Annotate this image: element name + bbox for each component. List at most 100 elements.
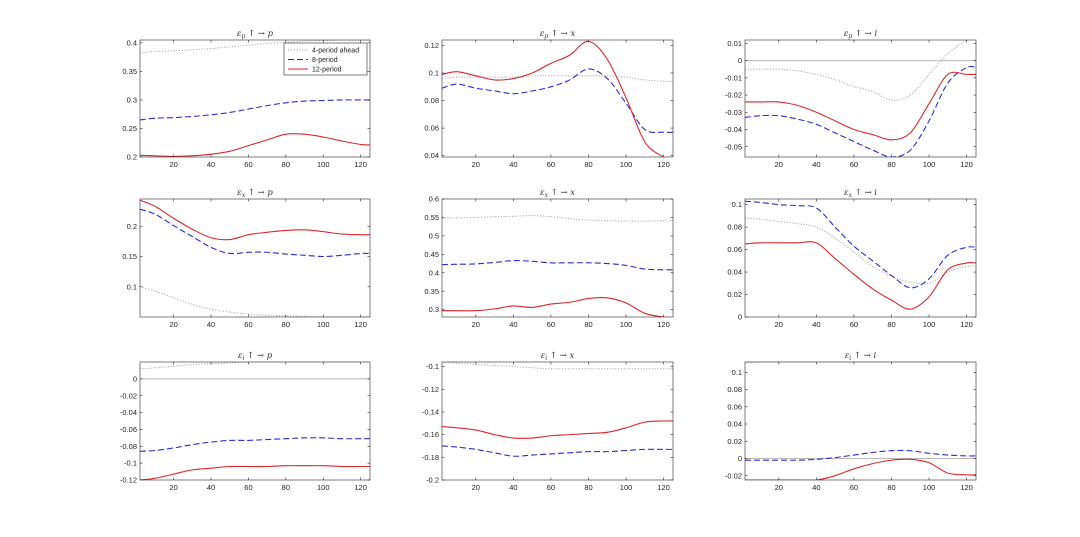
y-tick-label: 0.1: [732, 368, 742, 377]
axes-box: [441, 361, 674, 481]
y-tick-label: 0.2: [127, 153, 137, 162]
series-line-4-period-ahead: [140, 40, 370, 54]
x-tick-label: 80: [887, 160, 895, 169]
axes-box: [441, 39, 674, 158]
series-line-4-period-ahead: [745, 40, 968, 101]
x-tick-label: 60: [244, 160, 252, 169]
x-tick-label: 80: [282, 320, 290, 329]
series-line-12-period: [442, 420, 673, 439]
series-line-4-period-ahead: [442, 75, 673, 82]
x-tick-label: 20: [472, 160, 480, 169]
series-line-12-period: [745, 458, 976, 480]
y-tick-label: 0.06: [727, 245, 742, 254]
series-line-8-period: [140, 99, 370, 121]
panel-p1: εp ↑ → p 20 40 60 80 100 120 0.2 0.25 0.3 0.35 0.4 4…: [122, 29, 371, 169]
legend-entry: 4-period ahead: [312, 48, 359, 55]
x-tick-label: 120: [960, 160, 973, 169]
panel-title: εi ↑ → i: [845, 351, 877, 362]
axes-box: [139, 361, 371, 481]
y-tick-label: -0.12: [120, 476, 137, 485]
panel-p5: εx ↑ → x 20 40 60 80 100 120 0.3 0.35 0.4 0.45 0.5 0…: [424, 188, 674, 329]
x-tick-label: 40: [207, 160, 215, 169]
y-tick-label: 0.4: [127, 38, 137, 47]
panel-title: εp ↑ → p: [237, 29, 274, 40]
y-tick-label: -0.02: [725, 471, 742, 480]
x-tick-label: 100: [923, 320, 936, 329]
x-tick-label: 40: [509, 483, 517, 492]
panel-title: εp ↑ → i: [844, 29, 878, 40]
y-tick-label: 0.08: [727, 223, 742, 232]
x-tick-label: 100: [620, 483, 633, 492]
y-tick-label: 0.1: [429, 69, 439, 78]
y-tick-label: -0.08: [120, 442, 137, 451]
x-tick-label: 20: [775, 483, 783, 492]
series-line-4-period-ahead: [140, 362, 370, 370]
x-tick-label: 60: [547, 483, 555, 492]
x-tick-label: 40: [207, 320, 215, 329]
x-tick-label: 20: [169, 320, 177, 329]
x-tick-label: 80: [282, 483, 290, 492]
series-line-12-period: [140, 465, 370, 480]
y-tick-label: -0.14: [422, 408, 439, 417]
x-tick-label: 60: [244, 483, 252, 492]
y-tick-label: -0.04: [120, 408, 137, 417]
y-tick-label: -0.1: [426, 362, 439, 371]
y-tick-label: 0.1: [732, 200, 742, 209]
panel-title: εx ↑ → i: [844, 188, 877, 199]
legend-entry: 12-period: [312, 67, 342, 74]
series-line-8-period: [140, 208, 370, 258]
y-tick-label: 0.2: [127, 222, 137, 231]
panel-p8: εi ↑ → x 20 40 60 80 100 120 -0.2 -0.18 -0.16 -0.1…: [422, 351, 674, 492]
x-tick-label: 100: [923, 160, 936, 169]
panel-title: εi ↑ → p: [238, 351, 273, 362]
x-tick-label: 40: [509, 320, 517, 329]
series-line-8-period: [442, 259, 673, 271]
x-tick-label: 80: [887, 320, 895, 329]
series-line-8-period: [745, 200, 976, 289]
x-tick-label: 120: [960, 320, 973, 329]
x-tick-label: 20: [472, 320, 480, 329]
series-line-8-period: [745, 449, 976, 461]
series-line-12-period: [442, 296, 669, 317]
panel-title: εi ↑ → x: [541, 351, 575, 362]
y-tick-label: 0.12: [424, 41, 439, 50]
panel-title: εx ↑ → p: [237, 188, 273, 199]
panel-title: εx ↑ → x: [540, 188, 575, 199]
y-tick-label: -0.16: [422, 430, 439, 439]
series-line-4-period-ahead: [442, 215, 673, 222]
y-tick-label: 0.35: [424, 287, 439, 296]
y-tick-label: 0.45: [424, 250, 439, 259]
panel-p3: εp ↑ → i 20 40 60 80 100 120 -0.05 -0.04 -0.03 -0.…: [725, 29, 977, 169]
y-tick-label: -0.1: [124, 459, 137, 468]
panel-p6: εx ↑ → i 20 40 60 80 100 120 0 0.02 0.04 0.06 0.08 0…: [727, 188, 977, 329]
legend-entry: 8-period: [312, 57, 338, 64]
y-tick-label: 0.06: [424, 124, 439, 133]
series-line-8-period: [140, 437, 370, 452]
y-tick-label: -0.2: [426, 476, 439, 485]
y-tick-label: 0: [133, 374, 137, 383]
x-tick-label: 40: [812, 483, 820, 492]
y-tick-label: 0.25: [122, 124, 137, 133]
y-tick-label: -0.01: [725, 73, 742, 82]
x-tick-label: 40: [207, 483, 215, 492]
x-tick-label: 120: [354, 483, 367, 492]
x-tick-label: 80: [584, 483, 592, 492]
series-line-4-period-ahead: [745, 217, 976, 285]
x-tick-label: 60: [547, 160, 555, 169]
y-tick-label: -0.18: [422, 453, 439, 462]
series-line-12-period: [140, 199, 370, 241]
series-line-12-period: [140, 133, 370, 157]
x-tick-label: 20: [775, 160, 783, 169]
series-line-4-period-ahead: [140, 286, 370, 317]
y-tick-label: -0.02: [120, 391, 137, 400]
series-line-8-period: [442, 445, 673, 457]
x-tick-label: 40: [812, 160, 820, 169]
y-tick-label: 0.04: [424, 151, 439, 160]
y-tick-label: 0.01: [727, 39, 742, 48]
legend: 4-period ahead 8-period 12-period: [283, 42, 368, 76]
series-line-8-period: [442, 68, 673, 134]
y-tick-label: 0.3: [127, 96, 137, 105]
series-line-12-period: [745, 241, 976, 310]
x-tick-label: 80: [887, 483, 895, 492]
y-tick-label: 0.02: [727, 437, 742, 446]
